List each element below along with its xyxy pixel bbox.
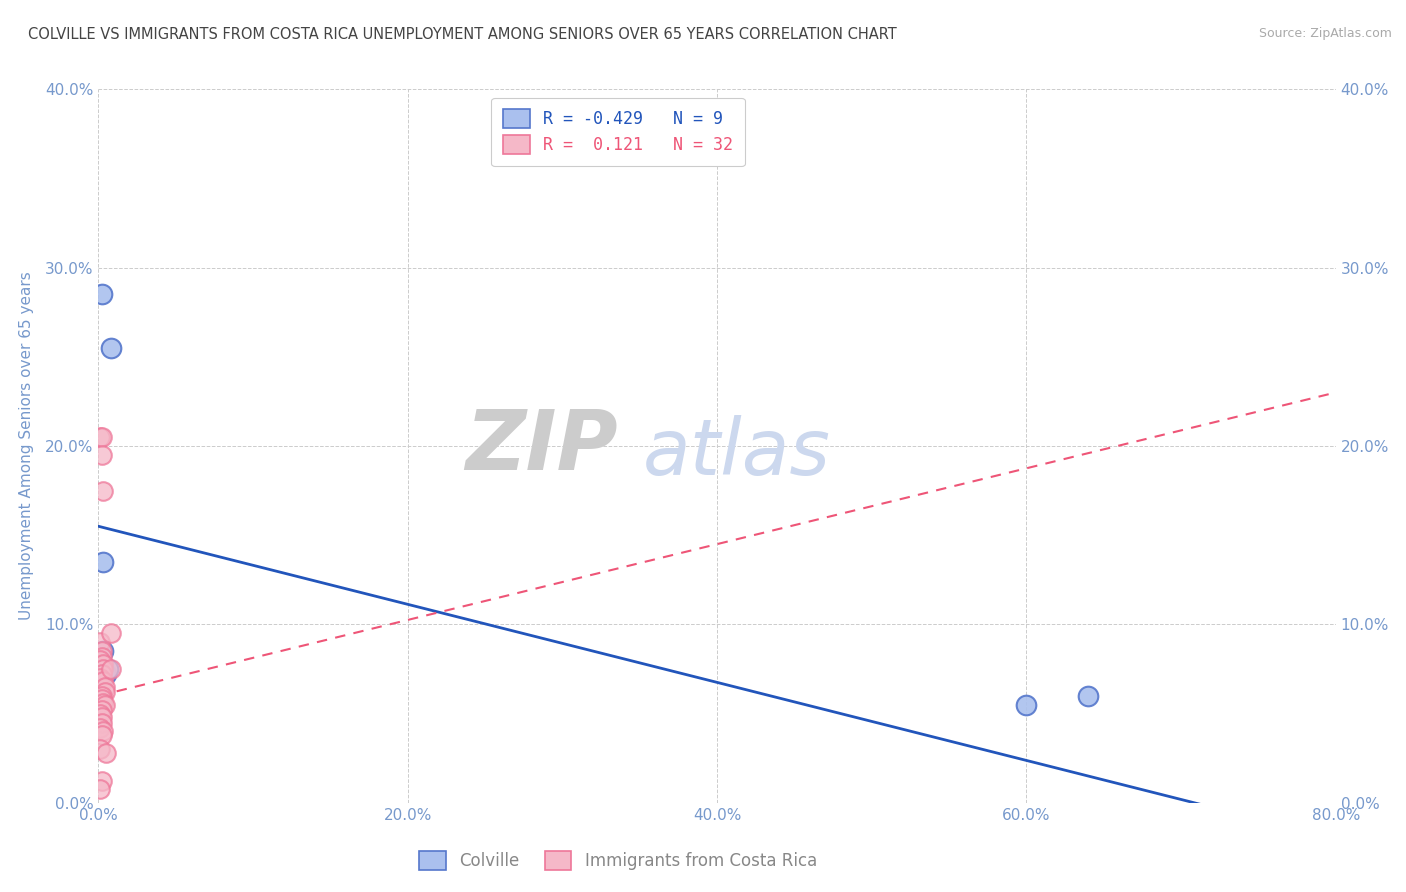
Point xyxy=(90,710,112,724)
Point xyxy=(89,671,111,685)
Point xyxy=(90,649,112,664)
Point xyxy=(90,703,112,717)
Point xyxy=(89,781,111,796)
Point xyxy=(89,430,111,444)
Point xyxy=(89,706,111,721)
Point xyxy=(91,483,114,498)
Point xyxy=(91,657,114,671)
Point xyxy=(100,626,122,640)
Point xyxy=(90,287,112,301)
Point xyxy=(91,724,114,739)
Point xyxy=(1077,689,1099,703)
Point xyxy=(89,635,111,649)
Point xyxy=(96,746,118,760)
Text: Source: ZipAtlas.com: Source: ZipAtlas.com xyxy=(1258,27,1392,40)
Point xyxy=(91,555,114,569)
Point xyxy=(90,448,112,462)
Point xyxy=(93,667,115,681)
Point xyxy=(90,689,112,703)
Point xyxy=(90,644,112,658)
Y-axis label: Unemployment Among Seniors over 65 years: Unemployment Among Seniors over 65 years xyxy=(18,272,34,620)
Text: ZIP: ZIP xyxy=(465,406,619,486)
Text: COLVILLE VS IMMIGRANTS FROM COSTA RICA UNEMPLOYMENT AMONG SENIORS OVER 65 YEARS : COLVILLE VS IMMIGRANTS FROM COSTA RICA U… xyxy=(28,27,897,42)
Point xyxy=(90,774,112,789)
Point xyxy=(93,685,115,699)
Point xyxy=(96,667,118,681)
Point xyxy=(90,728,112,742)
Point xyxy=(93,680,115,694)
Text: atlas: atlas xyxy=(643,415,831,491)
Point xyxy=(100,662,122,676)
Point xyxy=(91,662,114,676)
Point xyxy=(91,644,114,658)
Point xyxy=(93,698,115,712)
Point xyxy=(90,430,112,444)
Point xyxy=(89,721,111,735)
Point xyxy=(1015,698,1038,712)
Point xyxy=(90,667,112,681)
Legend: Colville, Immigrants from Costa Rica: Colville, Immigrants from Costa Rica xyxy=(409,841,827,880)
Point xyxy=(89,742,111,756)
Point xyxy=(89,653,111,667)
Point xyxy=(100,341,122,355)
Point xyxy=(91,674,114,689)
Point xyxy=(90,715,112,730)
Point xyxy=(91,696,114,710)
Point xyxy=(90,692,112,706)
Point xyxy=(97,662,120,676)
